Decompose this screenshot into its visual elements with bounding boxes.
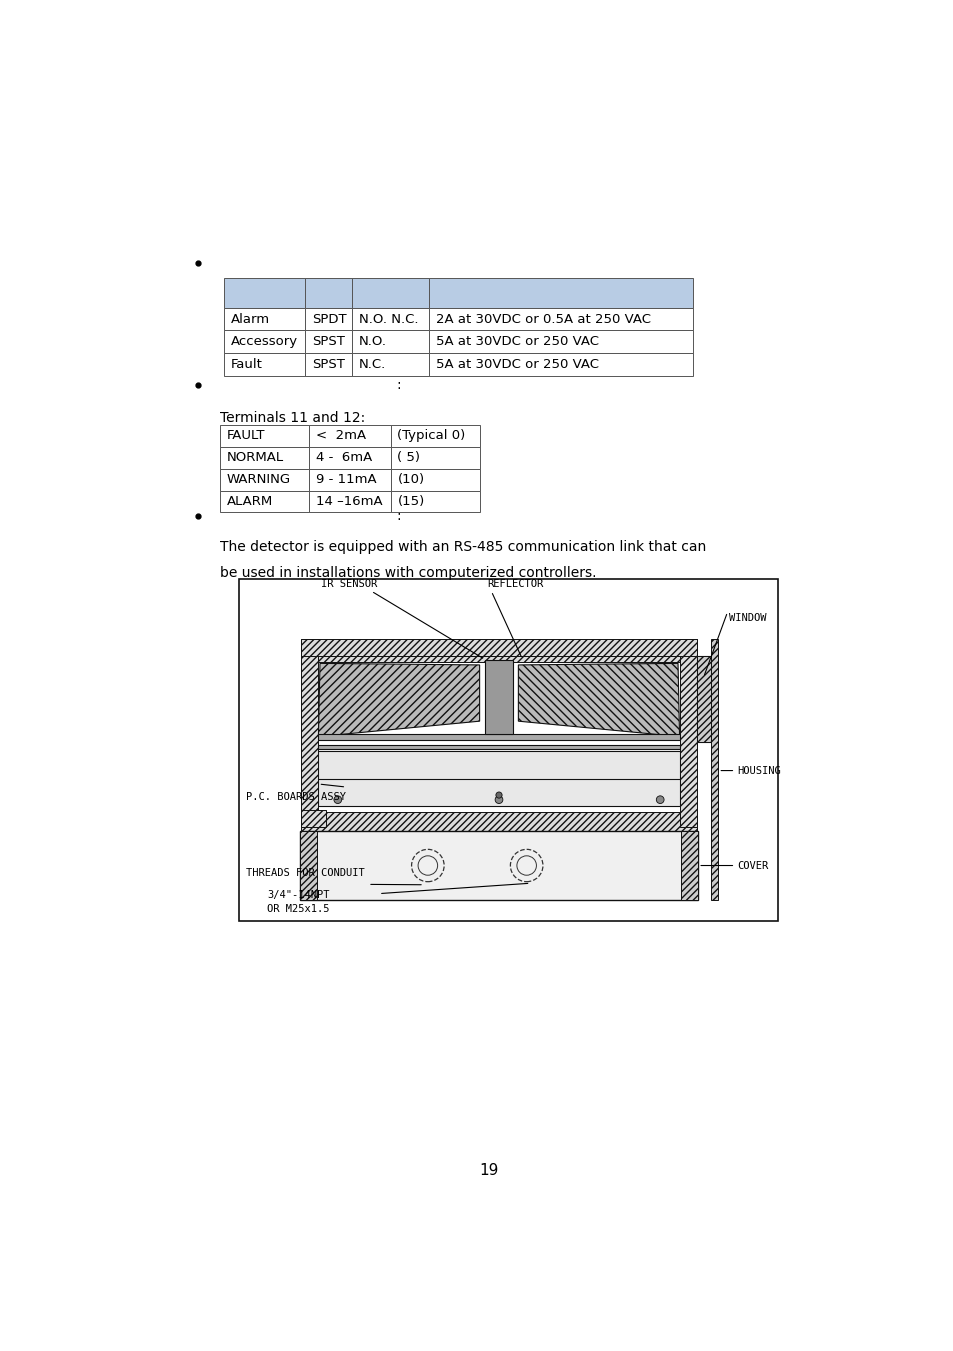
Bar	[220, 469, 309, 490]
Text: NORMAL: NORMAL	[227, 451, 284, 465]
Text: THREADS FOR CONDUIT: THREADS FOR CONDUIT	[245, 869, 364, 878]
Bar	[318, 744, 679, 748]
Polygon shape	[517, 663, 679, 736]
Text: N.C.: N.C.	[358, 358, 386, 372]
Text: (10): (10)	[397, 473, 424, 486]
Text: 2A at 30VDC or 0.5A at 250 VAC: 2A at 30VDC or 0.5A at 250 VAC	[436, 312, 651, 326]
Bar	[429, 308, 692, 331]
Bar	[696, 655, 710, 742]
Text: 5A at 30VDC or 250 VAC: 5A at 30VDC or 250 VAC	[436, 358, 598, 372]
Bar	[309, 447, 390, 469]
Bar	[224, 331, 305, 353]
Text: <  2mA: < 2mA	[315, 430, 366, 442]
Bar	[429, 353, 692, 376]
Bar	[224, 278, 305, 308]
Text: Alarm: Alarm	[231, 312, 270, 326]
Text: SPDT: SPDT	[312, 312, 347, 326]
Bar	[220, 447, 309, 469]
Text: N.O. N.C.: N.O. N.C.	[358, 312, 417, 326]
Text: 9 - 11mA: 9 - 11mA	[315, 473, 376, 486]
Text: FAULT: FAULT	[227, 430, 265, 442]
Text: P.C. BOARDS ASSY: P.C. BOARDS ASSY	[245, 792, 345, 801]
Bar	[485, 659, 512, 734]
Text: WARNING: WARNING	[227, 473, 291, 486]
Text: (15): (15)	[397, 494, 424, 508]
Bar	[680, 831, 698, 900]
Text: Terminals 11 and 12:: Terminals 11 and 12:	[220, 411, 365, 424]
Bar	[352, 308, 429, 331]
Bar	[696, 655, 710, 742]
Polygon shape	[318, 663, 479, 736]
Bar	[301, 811, 326, 827]
Bar	[305, 278, 352, 308]
Circle shape	[656, 796, 663, 804]
Bar	[710, 639, 718, 900]
Bar	[309, 490, 390, 512]
Bar	[352, 353, 429, 376]
Text: IR SENSOR: IR SENSOR	[320, 580, 376, 589]
Bar	[299, 831, 698, 900]
Text: 19: 19	[478, 1163, 498, 1178]
Bar	[429, 331, 692, 353]
Bar	[239, 578, 778, 921]
Text: N.O.: N.O.	[358, 335, 386, 349]
Text: 4 -  6mA: 4 - 6mA	[315, 451, 372, 465]
Bar	[299, 831, 316, 900]
Text: be used in installations with computerized controllers.: be used in installations with computeriz…	[220, 566, 596, 580]
Text: REFLECTOR: REFLECTOR	[487, 580, 543, 589]
Bar	[318, 734, 679, 739]
Text: HOUSING: HOUSING	[736, 766, 780, 775]
Text: SPST: SPST	[312, 358, 345, 372]
Text: ( 5): ( 5)	[397, 451, 420, 465]
Circle shape	[334, 796, 341, 804]
Bar	[224, 353, 305, 376]
Text: 5A at 30VDC or 250 VAC: 5A at 30VDC or 250 VAC	[436, 335, 598, 349]
Bar	[224, 308, 305, 331]
Bar	[390, 490, 479, 512]
Text: Fault: Fault	[231, 358, 262, 372]
Text: :: :	[395, 508, 400, 523]
Bar	[301, 639, 318, 827]
Bar	[318, 751, 679, 805]
Text: 14 –16mA: 14 –16mA	[315, 494, 382, 508]
Text: WINDOW: WINDOW	[728, 613, 766, 623]
Bar	[390, 424, 479, 447]
Text: SPST: SPST	[312, 335, 345, 349]
Bar	[220, 424, 309, 447]
Text: OR M25x1.5: OR M25x1.5	[267, 904, 330, 915]
Text: :: :	[395, 378, 400, 392]
Text: (Typical 0): (Typical 0)	[397, 430, 465, 442]
Bar	[305, 308, 352, 331]
Bar	[352, 278, 429, 308]
Bar	[429, 278, 692, 308]
Bar	[220, 490, 309, 512]
Text: The detector is equipped with an RS-485 communication link that can: The detector is equipped with an RS-485 …	[220, 540, 705, 554]
Bar	[390, 447, 479, 469]
Bar	[305, 353, 352, 376]
Text: COVER: COVER	[736, 861, 767, 870]
Text: ALARM: ALARM	[227, 494, 273, 508]
Bar	[318, 655, 679, 662]
Text: Accessory: Accessory	[231, 335, 297, 349]
Circle shape	[495, 796, 502, 804]
Bar	[301, 639, 696, 655]
Circle shape	[496, 792, 501, 798]
Bar	[305, 331, 352, 353]
Bar	[309, 424, 390, 447]
Bar	[679, 639, 696, 827]
Bar	[239, 578, 778, 921]
Bar	[390, 469, 479, 490]
Bar	[301, 812, 696, 831]
Text: 3/4"-14NPT: 3/4"-14NPT	[267, 890, 330, 900]
Bar	[309, 469, 390, 490]
Bar	[352, 331, 429, 353]
